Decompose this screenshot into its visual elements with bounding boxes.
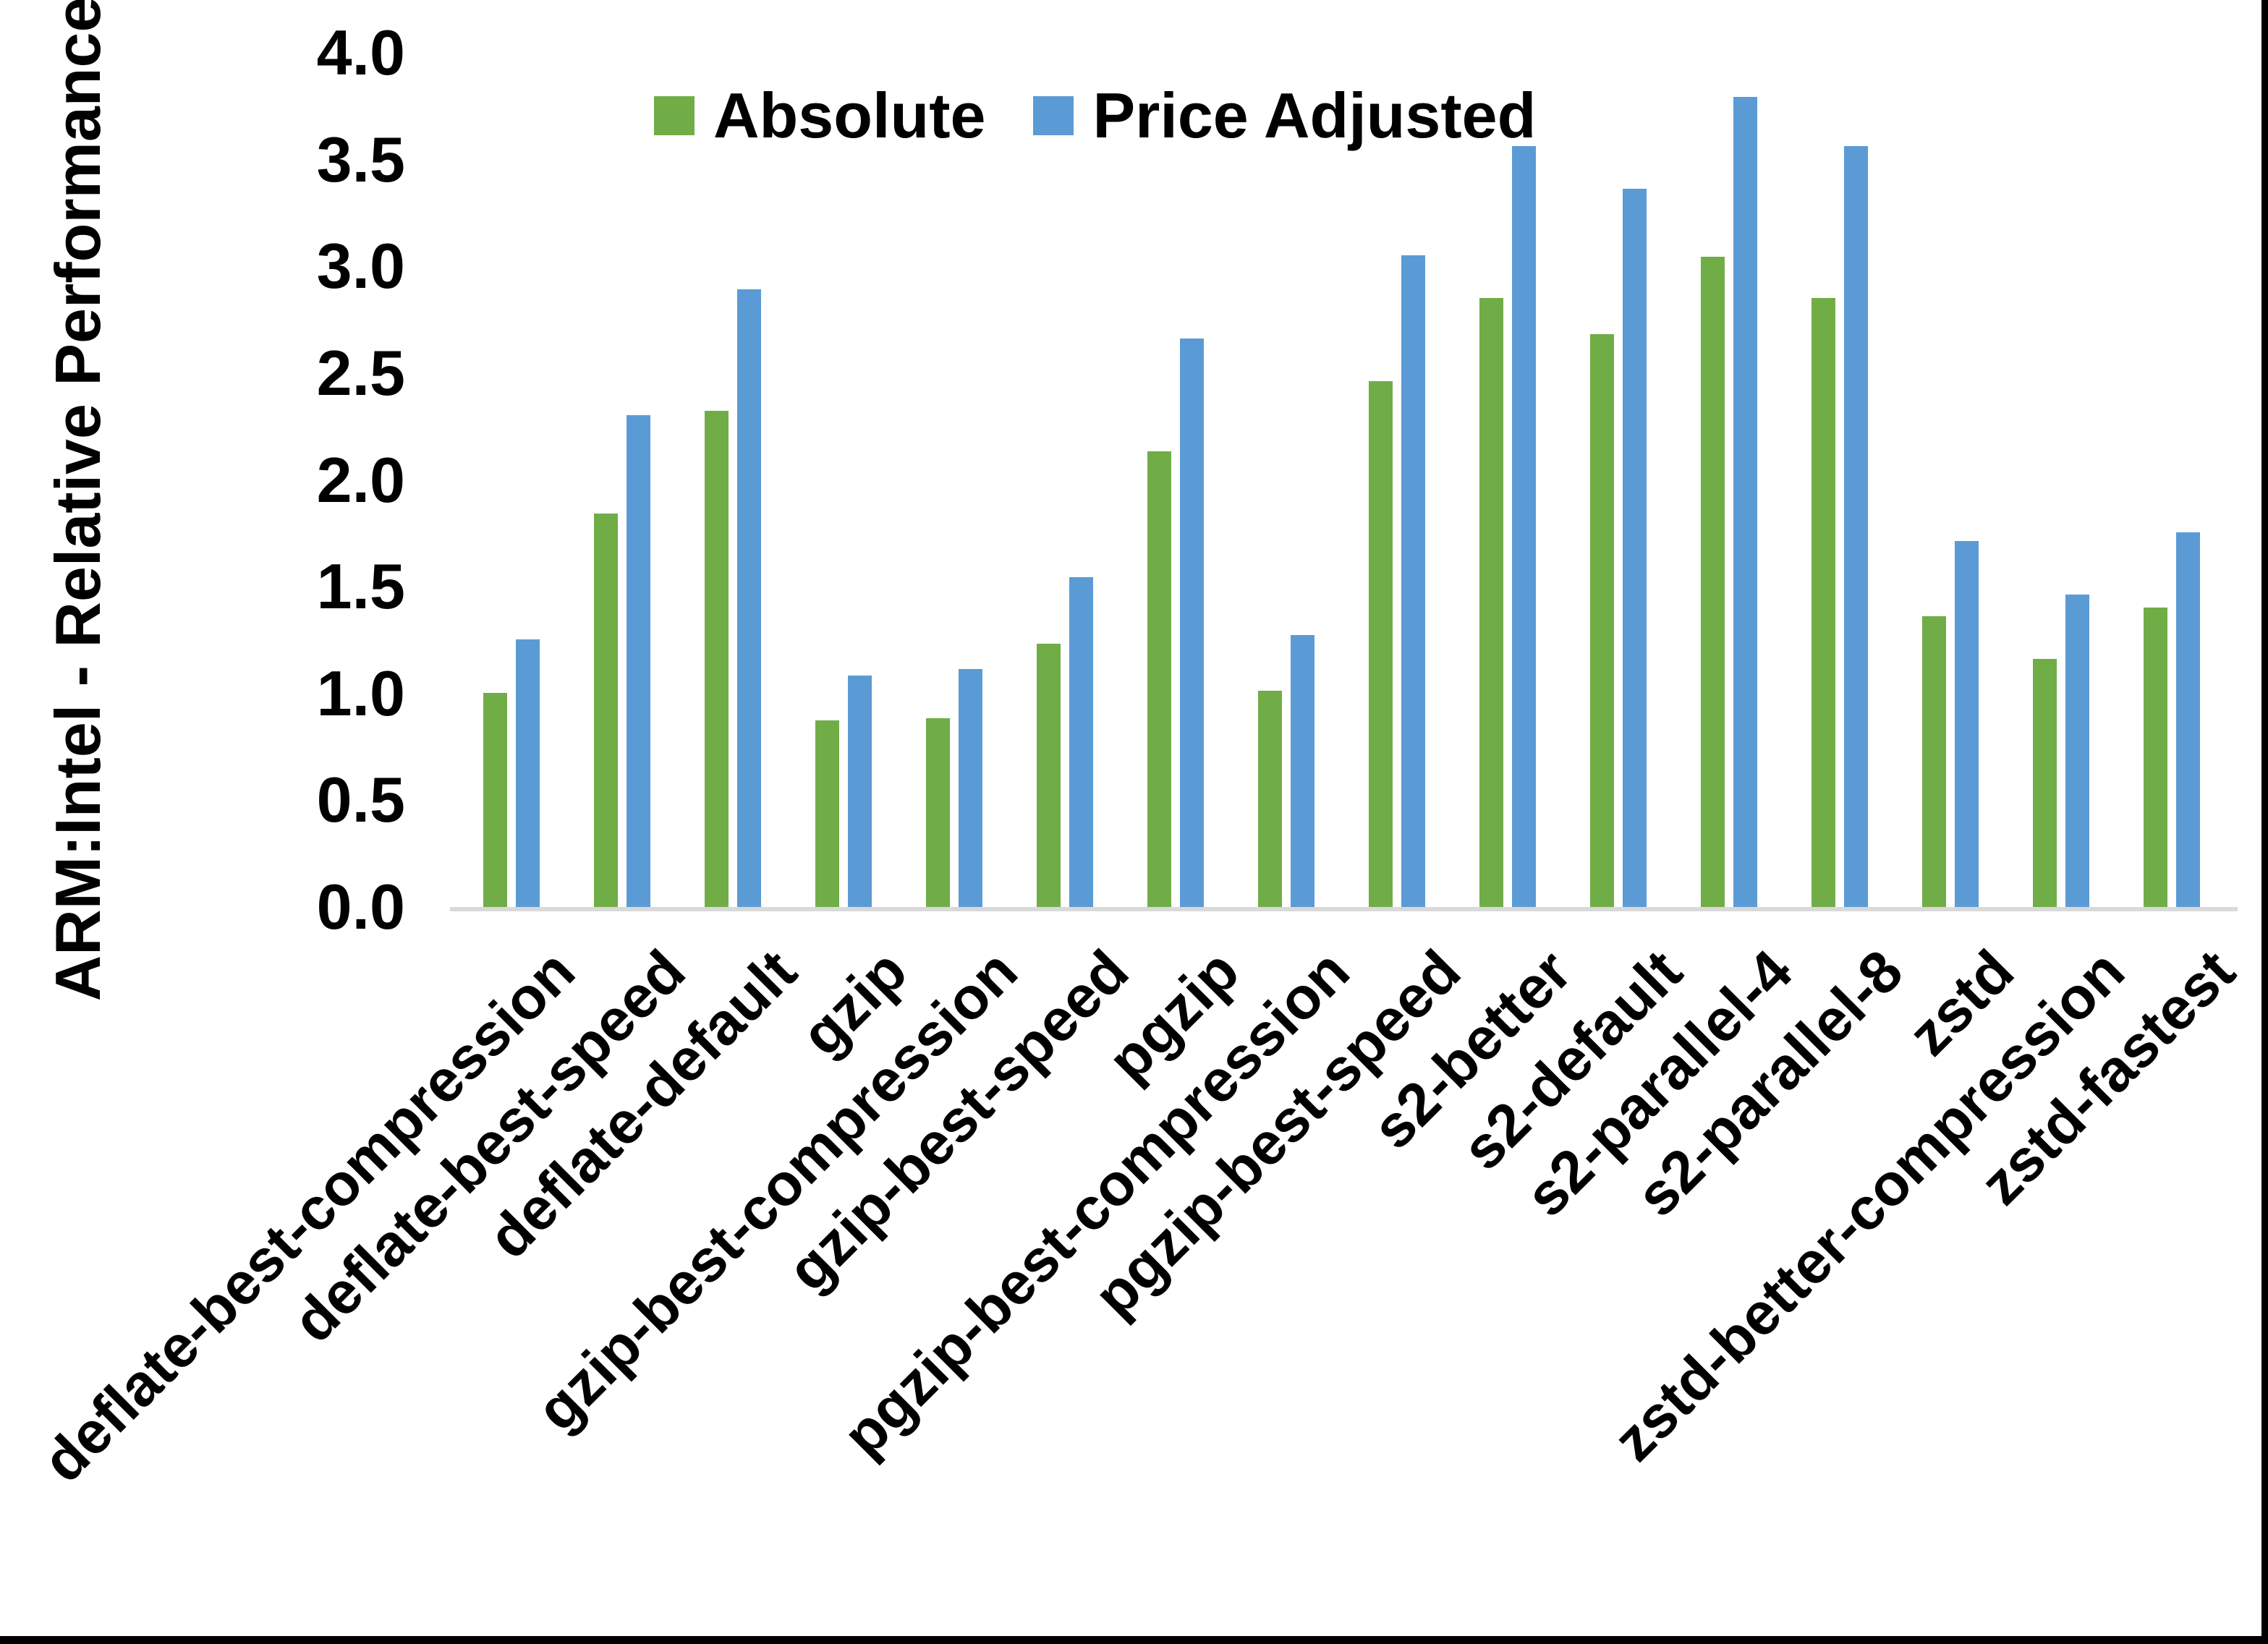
bar-absolute-deflate-best-speed bbox=[594, 514, 618, 908]
bar-absolute-s2-better bbox=[1479, 298, 1503, 908]
y-tick-label: 2.0 bbox=[316, 443, 405, 516]
bar-absolute-s2-default bbox=[1590, 334, 1614, 908]
y-tick-label: 3.5 bbox=[316, 123, 405, 195]
bar-price-adjusted-s2-parallel-4 bbox=[1733, 97, 1757, 908]
bar-price-adjusted-zstd-fastest bbox=[2176, 532, 2200, 908]
legend-label-price-adjusted: Price Adjusted bbox=[1092, 80, 1537, 151]
bar-price-adjusted-gzip-best-compression bbox=[959, 669, 982, 908]
y-tick-label: 2.5 bbox=[316, 336, 405, 409]
bar-price-adjusted-pgzip bbox=[1180, 338, 1204, 908]
bar-absolute-zstd bbox=[1922, 616, 1946, 908]
bar-absolute-pgzip-best-speed bbox=[1369, 381, 1393, 908]
bar-absolute-s2-parallel-8 bbox=[1812, 298, 1835, 908]
y-tick-label: 4.0 bbox=[316, 16, 405, 88]
legend-label-absolute: Absolute bbox=[713, 80, 986, 151]
bar-absolute-gzip bbox=[815, 720, 839, 908]
bar-price-adjusted-s2-parallel-8 bbox=[1844, 146, 1868, 908]
bar-absolute-gzip-best-speed bbox=[1037, 644, 1061, 908]
bar-price-adjusted-s2-default bbox=[1623, 189, 1647, 908]
x-axis-line bbox=[450, 907, 2238, 911]
bar-price-adjusted-gzip-best-speed bbox=[1069, 577, 1093, 908]
y-axis-title: ARM:Intel - Relative Performance bbox=[42, 0, 114, 1002]
bar-absolute-deflate-best-compression bbox=[483, 693, 507, 908]
y-tick-label: 0.0 bbox=[316, 870, 405, 942]
frame-border-right bbox=[2261, 0, 2268, 1644]
bar-absolute-pgzip-best-compression bbox=[1258, 691, 1282, 908]
bar-absolute-deflate-default bbox=[705, 411, 729, 908]
legend-swatch-absolute bbox=[654, 96, 695, 135]
bar-price-adjusted-deflate-best-compression bbox=[516, 639, 540, 908]
bar-price-adjusted-deflate-default bbox=[737, 289, 761, 908]
y-tick-label: 1.5 bbox=[316, 550, 405, 622]
legend-swatch-price-adjusted bbox=[1033, 96, 1074, 135]
y-tick-label: 1.0 bbox=[316, 657, 405, 729]
frame-border-bottom bbox=[0, 1636, 2268, 1644]
bar-price-adjusted-pgzip-best-speed bbox=[1401, 255, 1425, 908]
bar-absolute-gzip-best-compression bbox=[926, 718, 950, 908]
bar-price-adjusted-s2-better bbox=[1512, 146, 1536, 908]
bar-price-adjusted-zstd-better-compression bbox=[2065, 595, 2089, 908]
legend: Absolute Price Adjusted bbox=[654, 80, 1536, 151]
bar-price-adjusted-gzip bbox=[848, 676, 872, 908]
bar-absolute-pgzip bbox=[1147, 451, 1171, 908]
y-tick-label: 3.0 bbox=[316, 229, 405, 302]
bar-absolute-zstd-fastest bbox=[2144, 608, 2167, 908]
y-tick-label: 0.5 bbox=[316, 763, 405, 835]
bar-price-adjusted-deflate-best-speed bbox=[627, 415, 650, 908]
bar-price-adjusted-zstd bbox=[1955, 541, 1979, 908]
bar-absolute-s2-parallel-4 bbox=[1701, 257, 1725, 908]
bar-absolute-zstd-better-compression bbox=[2033, 659, 2057, 908]
bar-price-adjusted-pgzip-best-compression bbox=[1291, 635, 1314, 908]
